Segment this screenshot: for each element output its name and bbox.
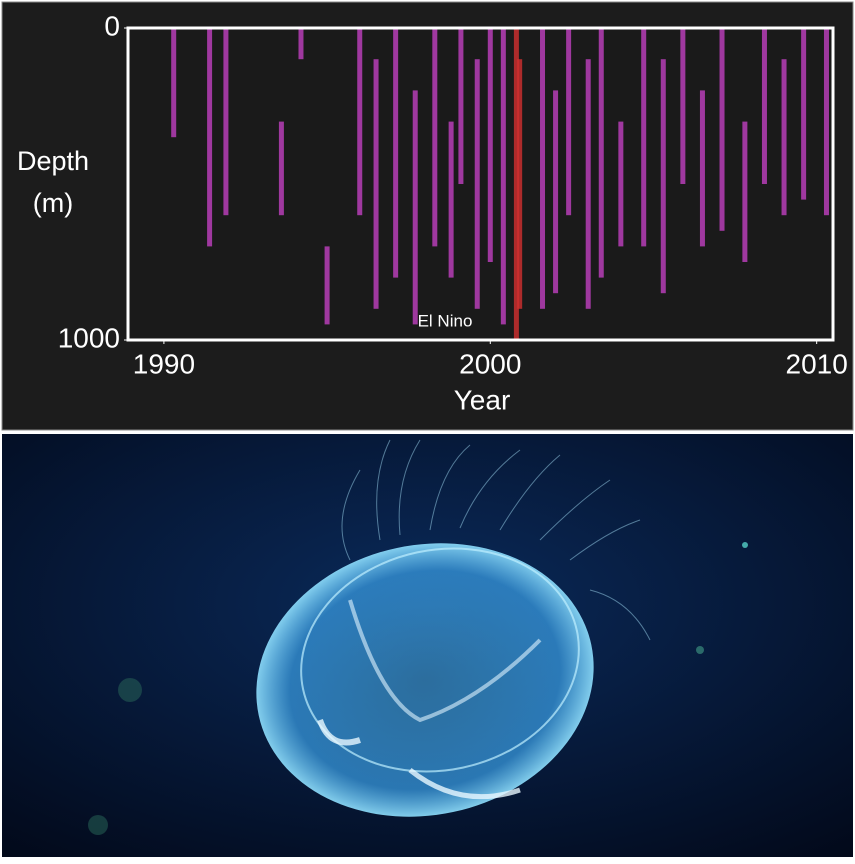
strip: [566, 28, 571, 215]
strip: [801, 28, 806, 200]
strip: [298, 28, 303, 59]
strip: [488, 28, 493, 262]
strip: [171, 28, 176, 137]
strip: [824, 28, 829, 215]
x-axis-label: Year: [454, 384, 511, 415]
strip: [553, 90, 558, 293]
strip: [661, 59, 666, 293]
strip: [475, 59, 480, 309]
strip: [540, 28, 545, 309]
y-axis-label: Depth (m): [8, 140, 98, 224]
strip: [449, 122, 454, 278]
x-tick-label: 2010: [786, 348, 848, 379]
strip: [680, 28, 685, 184]
strip: [432, 28, 437, 246]
strip: [413, 90, 418, 324]
strip: [458, 28, 463, 184]
strip: [279, 122, 284, 216]
jellyfish-photo: [2, 434, 853, 857]
x-tick-label: 1990: [133, 348, 195, 379]
strip: [618, 122, 623, 247]
strip: [207, 28, 212, 246]
strip: [782, 59, 787, 215]
strip: [517, 59, 522, 309]
x-tick-label: 2000: [459, 348, 521, 379]
y-tick-label: 0: [104, 10, 120, 41]
strip: [700, 90, 705, 246]
strip: [501, 28, 506, 324]
y-tick-label: 1000: [58, 322, 120, 353]
strip: [393, 28, 398, 278]
strip: [223, 28, 228, 215]
figure: El Nino Year 1990 2000 2010 0 1000 Depth (m): [0, 0, 855, 859]
plot-area: [128, 28, 833, 340]
strip: [742, 122, 747, 262]
strip: [586, 59, 591, 309]
strip: [762, 28, 767, 184]
annotation: El Nino: [418, 311, 473, 330]
strip: [599, 28, 604, 278]
strip: [374, 59, 379, 309]
strip: [641, 28, 646, 246]
strip: [325, 246, 330, 324]
strip: [357, 28, 362, 215]
chart: El Nino Year 1990 2000 2010 0 1000: [0, 0, 855, 859]
strip: [720, 28, 725, 231]
